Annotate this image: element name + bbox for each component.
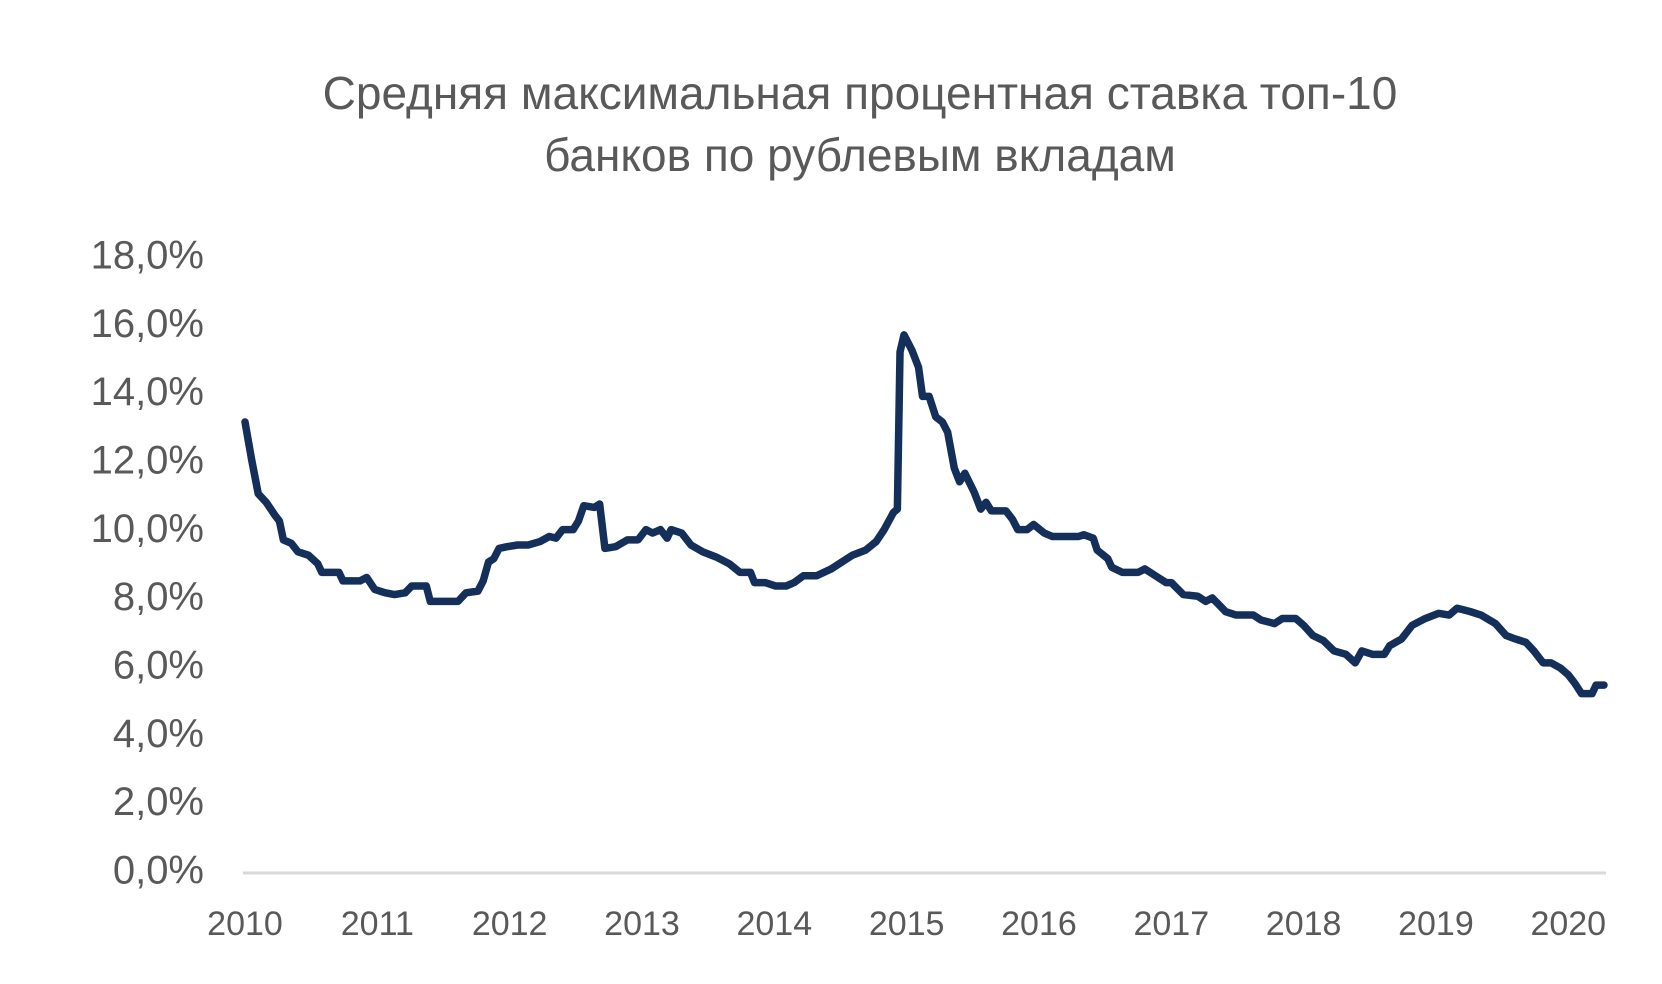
y-tick-label: 16,0% bbox=[91, 302, 204, 346]
x-tick-label: 2011 bbox=[341, 905, 414, 943]
x-tick-label: 2010 bbox=[207, 905, 283, 943]
y-tick-label: 12,0% bbox=[91, 439, 204, 483]
x-tick-label: 2014 bbox=[736, 905, 812, 943]
y-tick-label: 2,0% bbox=[113, 780, 204, 824]
y-tick-label: 4,0% bbox=[113, 712, 204, 756]
y-tick-label: 6,0% bbox=[113, 644, 204, 688]
y-tick-label: 10,0% bbox=[91, 507, 204, 551]
y-tick-label: 14,0% bbox=[91, 370, 204, 414]
y-tick-label: 0,0% bbox=[113, 849, 204, 893]
x-tick-label: 2013 bbox=[604, 905, 680, 943]
x-tick-label: 2017 bbox=[1133, 905, 1209, 943]
x-tick-label: 2015 bbox=[869, 905, 945, 943]
x-tick-label: 2018 bbox=[1266, 905, 1342, 943]
x-tick-label: 2020 bbox=[1530, 905, 1606, 943]
y-tick-label: 8,0% bbox=[113, 575, 204, 619]
data-line bbox=[241, 331, 1608, 698]
chart-title: Средняя максимальная процентная ставка т… bbox=[322, 67, 1398, 181]
x-tick-label: 2019 bbox=[1398, 905, 1474, 943]
x-tick-label: 2012 bbox=[472, 905, 548, 943]
x-tick-label: 2016 bbox=[1001, 905, 1077, 943]
y-tick-label: 18,0% bbox=[91, 234, 204, 278]
